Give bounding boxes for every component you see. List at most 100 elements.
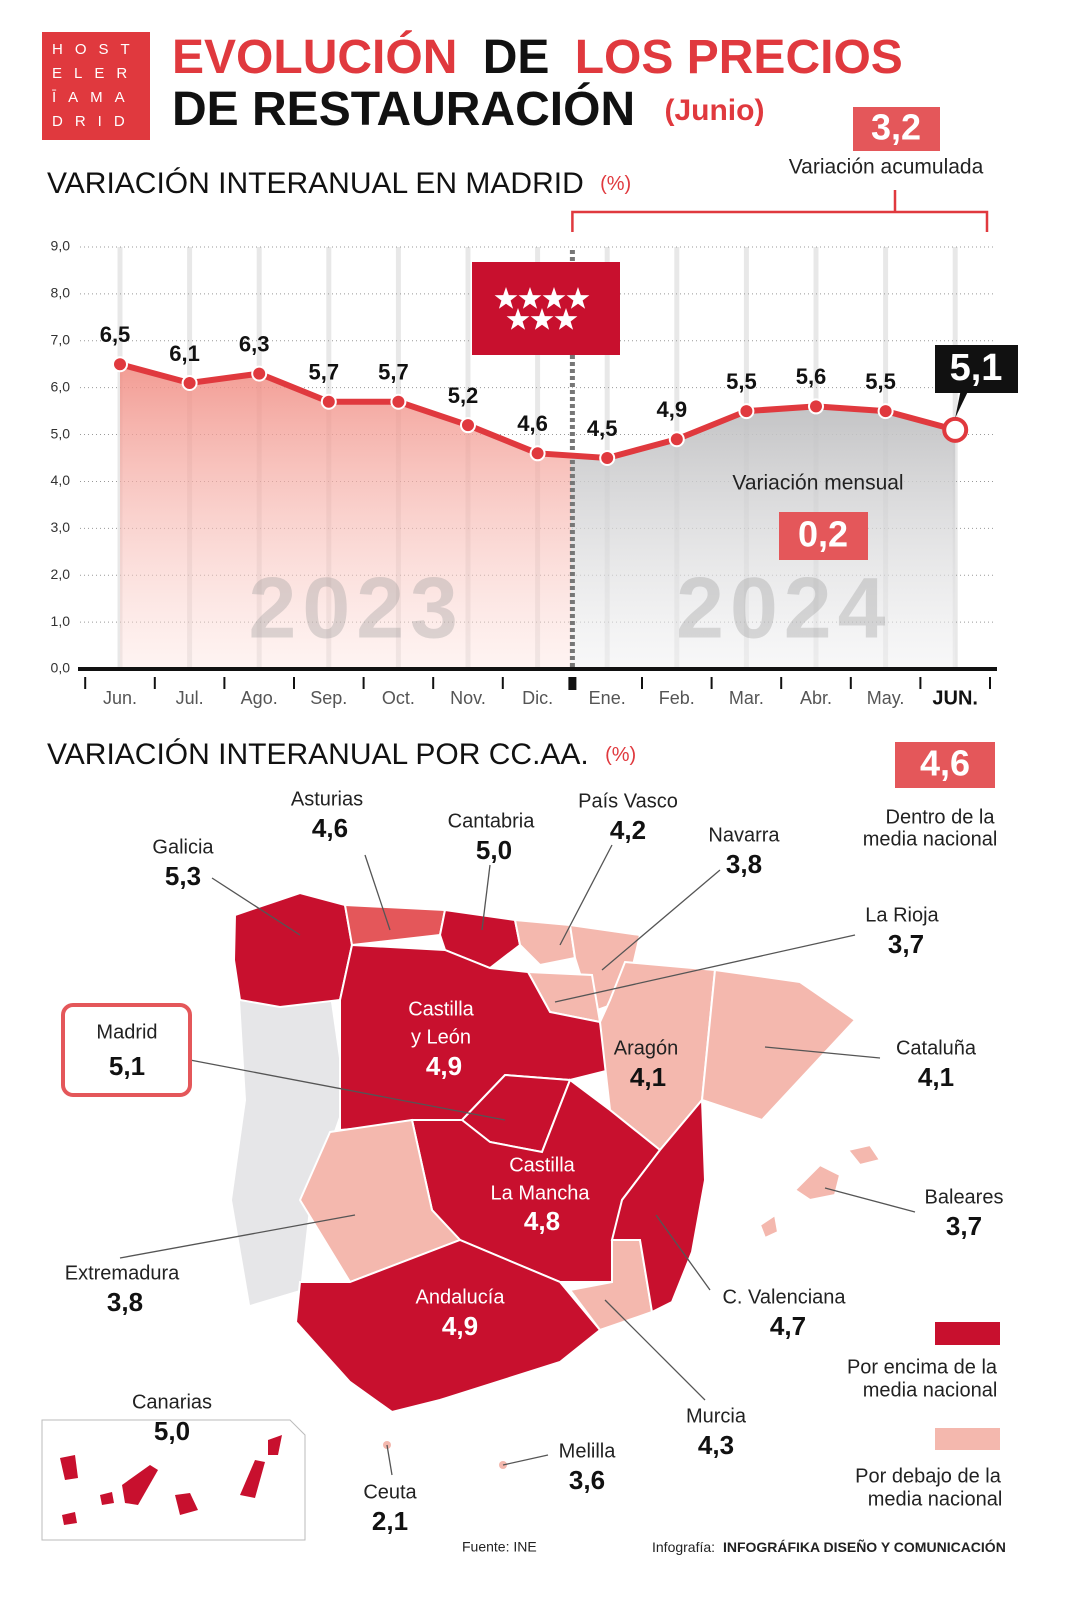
region-name: Castilla	[509, 1154, 575, 1176]
logo-row: DRID	[52, 113, 137, 130]
flag-star	[530, 308, 554, 330]
y-tick-label: 2,0	[51, 566, 71, 582]
flag-star	[518, 287, 542, 309]
credit: Infografía: INFOGRÁFIKA DISEÑO Y COMUNIC…	[652, 1538, 1006, 1555]
national-label: media nacional	[863, 828, 998, 850]
region-pais-vasco	[513, 918, 577, 967]
y-tick-label: 7,0	[51, 331, 71, 347]
logo-text: HOST ELER ĪAMA DRID	[52, 41, 139, 130]
x-tick-label: Jul.	[176, 688, 204, 708]
y-tick-label: 6,0	[51, 378, 71, 394]
region-value: 4,2	[610, 815, 646, 845]
source: Fuente: INE	[462, 1539, 537, 1555]
region-value: 3,7	[888, 929, 924, 959]
region-value: 4,9	[426, 1051, 462, 1081]
national-value: 4,6	[920, 743, 970, 784]
region-value: 4,3	[698, 1430, 734, 1460]
value-label: 6,1	[169, 341, 200, 366]
region-c-valenciana	[610, 1097, 707, 1314]
region-value: 4,1	[918, 1062, 954, 1092]
y-tick-label: 0,0	[51, 660, 71, 676]
region-name: Extremadura	[65, 1262, 180, 1284]
region-value: 4,6	[312, 813, 348, 843]
region-value: 4,7	[770, 1311, 806, 1341]
legend-swatch	[935, 1428, 1000, 1450]
x-tick-label: JUN.	[932, 687, 978, 709]
region-name: Ceuta	[363, 1481, 417, 1503]
flag-star	[542, 287, 566, 309]
region-name: C. Valenciana	[722, 1286, 846, 1308]
x-tick-label: Sep.	[310, 688, 347, 708]
canarias-box	[41, 1419, 306, 1541]
chart-title: VARIACIÓN INTERANUAL EN MADRID (%)	[47, 167, 631, 200]
region-value: 3,6	[569, 1465, 605, 1495]
cumulative-value: 3,2	[871, 107, 921, 148]
x-tick-label: Nov.	[450, 688, 486, 708]
value-label: 5,5	[865, 369, 896, 394]
cumulative-box	[853, 107, 940, 151]
region-andalucia	[294, 1238, 602, 1414]
callout-box	[935, 345, 1018, 393]
region-value: 5,1	[109, 1051, 145, 1081]
point	[529, 445, 546, 462]
point	[808, 398, 824, 415]
map-title-text: VARIACIÓN INTERANUAL POR CC.AA.	[47, 738, 589, 771]
region-name: Cataluña	[896, 1037, 977, 1059]
region-name: País Vasco	[578, 790, 678, 812]
x-tick-label: Jun.	[103, 688, 137, 708]
map	[41, 844, 916, 1541]
x-tick-label: Dic.	[522, 688, 553, 708]
subtitle: (Junio)	[664, 94, 764, 127]
value-label: 6,5	[100, 322, 131, 347]
legend-label: Por encima de la	[847, 1356, 998, 1378]
callout-pointer	[955, 393, 968, 418]
period-label: 2024	[676, 561, 891, 657]
logo	[42, 32, 150, 140]
x-tick-label: Abr.	[800, 688, 832, 708]
portugal	[232, 995, 345, 1305]
region-value: 3,7	[946, 1211, 982, 1241]
point	[112, 356, 128, 373]
value-label: 4,6	[517, 411, 548, 436]
credit-name: INFOGRÁFIKA DISEÑO Y COMUNICACIÓN	[723, 1538, 1006, 1555]
y-tick-label: 8,0	[51, 285, 71, 301]
title-part: LOS PRECIOS	[575, 31, 903, 84]
region-galicia	[232, 891, 354, 1009]
chart-unit: (%)	[600, 173, 631, 195]
map-legend: Por encima de la media nacional Por deba…	[847, 1322, 1002, 1510]
value-label: 4,9	[657, 397, 688, 422]
region-name: Melilla	[559, 1440, 617, 1462]
region-value: 5,3	[165, 861, 201, 891]
region-name: La Mancha	[491, 1182, 591, 1204]
region-value: 5,0	[476, 835, 512, 865]
x-tick-label: Feb.	[659, 688, 695, 708]
region-value: 2,1	[372, 1506, 408, 1536]
bracket	[571, 190, 989, 232]
region-name: Asturias	[291, 788, 363, 810]
region-name: Navarra	[708, 824, 780, 846]
region-canarias	[60, 1435, 282, 1525]
madrid-flag	[472, 262, 620, 355]
value-label: 5,1	[950, 347, 1003, 389]
value-label: 5,2	[448, 383, 479, 408]
flag-star	[566, 287, 590, 309]
y-tick-label: 5,0	[51, 425, 71, 441]
logo-row: ELER	[52, 65, 139, 82]
monthly-value: 0,2	[798, 514, 848, 555]
region-name: Castilla	[408, 998, 474, 1020]
point	[668, 431, 685, 448]
title-part: DE	[483, 31, 550, 84]
monthly-label: Variación mensual	[732, 472, 903, 495]
title-part: EVOLUCIÓN	[172, 29, 457, 84]
legend-label: media nacional	[863, 1379, 998, 1401]
region-value: 5,0	[154, 1416, 190, 1446]
flag-star	[554, 308, 578, 330]
value-label: 5,7	[309, 360, 340, 385]
national-box	[895, 742, 995, 788]
region-value: 3,8	[726, 849, 762, 879]
region-name: Galicia	[152, 836, 214, 858]
credit-label: Infografía:	[652, 1539, 715, 1555]
title-part: DE RESTAURACIÓN	[172, 81, 635, 136]
area-2024	[571, 406, 956, 669]
